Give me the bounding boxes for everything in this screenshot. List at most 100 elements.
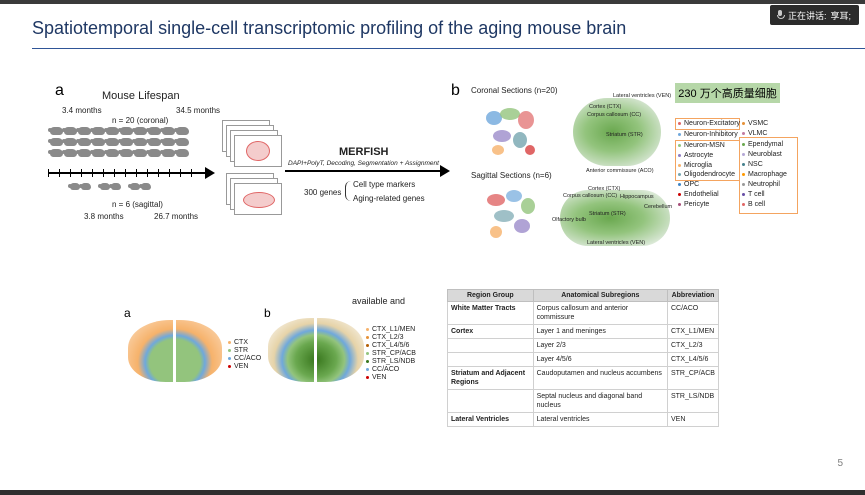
table-row: Cortex Layer 1 and meninges CTX_L1/MEN [447,324,720,339]
coronal-section-sheet [234,135,282,167]
legend-label: Oligodendrocyte [684,171,735,178]
subregion-cell: Layer 1 and meninges [532,324,668,339]
mouse-icon [174,127,189,135]
mouse-icon [118,127,133,135]
pipeline-arrow-icon [440,165,450,177]
table-row: White Matter Tracts Corpus callosum and … [447,301,720,325]
age-bottom-right: 26.7 months [154,212,199,221]
legend-label: Ependymal [748,141,784,148]
legend-dot [678,202,681,206]
legend-item: VEN [366,374,386,381]
pipeline-arrow [285,170,443,172]
mouse-lifespan-heading: Mouse Lifespan [102,90,180,102]
abbreviation-cell: VEN [666,412,720,427]
pipeline-label: DAPI+PolyT, Decoding, Segmentation + Ass… [288,160,439,167]
high-quality-cells-callout: 230 万个高质量细胞 [675,83,780,103]
slide-title: Spatiotemporal single-cell transcriptomi… [32,18,627,38]
timeline-tick [114,169,115,177]
subregion-cell: Caudoputamen and nucleus accumbens [532,366,668,390]
mouse-icon [160,149,175,157]
legend-item: Neuroblast [742,151,782,158]
legend-label: Astrocyte [684,152,714,159]
sagittal-section-sheet [234,183,282,215]
legend-dot [366,367,369,371]
highlight-box [675,118,740,130]
legend-dot [742,121,745,125]
label-lateral-ventricles: Lateral ventricles (VEN) [613,93,672,99]
mouse-icon [146,127,161,135]
legend-item: Endothelial [678,191,719,198]
mouse-icon [62,127,77,135]
mouse-icon [98,183,110,190]
legend-item: STR [228,347,248,354]
mouse-icon [128,183,140,190]
mouse-icon [160,138,175,146]
mouse-icon [90,149,105,157]
legend-dot [366,375,369,379]
label-hippocampus: Hippocampus [620,194,654,200]
mouse-icon [118,149,133,157]
legend-item: CTX_L4/5/6 [366,342,409,349]
label-sag-cortex: Cortex (CTX) [588,186,621,192]
mouse-icon [90,138,105,146]
sagittal-umap-svg [487,190,535,238]
sagittal-sections-title: Sagittal Sections (n=6) [471,171,552,180]
label-sag-corpus-callosum: Corpus callosum (CC) [563,193,618,199]
legend-label: CC/ACO [372,366,400,373]
mouse-icon [90,127,105,135]
gene-set-aging: Aging-related genes [353,194,425,203]
mouse-row-3 [48,149,189,157]
legend-item: STR_LS/NDB [366,358,415,365]
timeline-tick [81,169,82,177]
mouse-icon [146,149,161,157]
subregion-cell: Lateral ventricles [532,412,668,427]
abbreviation-cell: STR_CP/ACB [666,366,720,390]
legend-dot [742,202,745,206]
timeline-tick [103,169,104,177]
legend-label: CTX [234,339,248,346]
timeline-tick [59,169,60,177]
panel-b-label: b [451,82,460,99]
legend-label: Neuron-Inhibitory [684,131,738,138]
mouse-icon [104,127,119,135]
legend-item: Neuron-Inhibitory [678,131,738,138]
legend-label: VSMC [748,120,769,127]
legend-dot [678,172,681,176]
coronal-section-icon [246,141,270,161]
table-row: Lateral Ventricles Lateral ventricles VE… [447,412,720,427]
sagittal-umap-plot [480,184,542,246]
presentation-slide [0,4,865,490]
legend-dot [366,335,369,339]
legend-dot [742,162,745,166]
legend-dot [366,359,369,363]
legend-dot [228,356,231,360]
speaker-label: 正在讲话: [787,10,827,21]
table-row: Layer 2/3 CTX_L2/3 [447,338,720,353]
mouse-icon [48,149,63,157]
legend-item: CC/ACO [366,366,399,373]
table-row: Striatum and Adjacent Regions Caudoputam… [447,366,720,390]
region-group-cell: Striatum and Adjacent Regions [447,366,534,390]
mouse-icon [132,138,147,146]
legend-item: VSMC [742,120,768,127]
timeline-tick [158,169,159,177]
legend-label: NSC [748,161,763,168]
timeline-tick [169,169,170,177]
midline [173,320,176,382]
sagittal-section-image [560,190,670,246]
n-sagittal: n = 6 (sagittal) [112,200,163,209]
legend-dot [228,348,231,352]
legend-item: VEN [228,363,248,370]
legend-item: Ependymal [742,141,783,148]
region-group-cell: Cortex [447,324,534,339]
legend-label: Neuron-Excitatory [684,120,741,127]
sagittal-section-icon [243,192,275,208]
mouse-icon [174,138,189,146]
legend-label: Neutrophil [748,181,780,188]
legend-dot [678,143,681,147]
mouse-icon [132,149,147,157]
table-header-row: Region Group Anatomical Subregions Abbre… [447,289,720,302]
legend-item: Neuron-MSN [678,142,725,149]
legend-dot [742,152,745,156]
legend-label: VEN [234,363,249,370]
